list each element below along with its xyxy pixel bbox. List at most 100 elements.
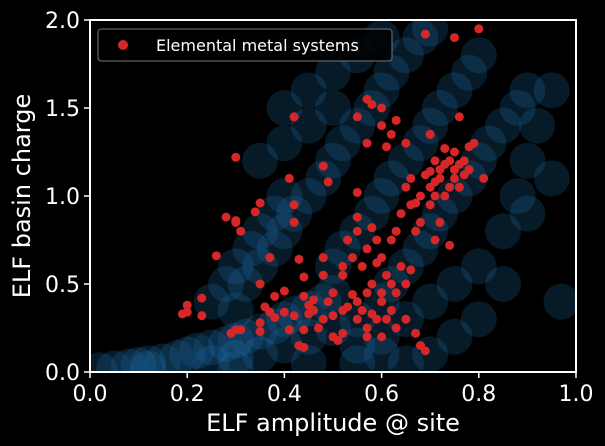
elemental-metal-point xyxy=(411,328,421,338)
bulk-system-point xyxy=(499,178,536,214)
elemental-metal-point xyxy=(294,254,304,264)
elemental-metal-point xyxy=(406,265,416,275)
elemental-metal-point xyxy=(411,198,421,208)
elemental-metal-point xyxy=(377,121,387,131)
elemental-metal-points xyxy=(177,24,489,356)
elemental-metal-point xyxy=(284,325,294,335)
bulk-system-point xyxy=(305,160,342,197)
elemental-metal-point xyxy=(197,293,207,303)
elemental-metal-point xyxy=(450,147,459,157)
bulk-system-point xyxy=(387,142,424,179)
elemental-metal-point xyxy=(381,314,391,324)
bulk-system-point xyxy=(499,90,536,126)
y-tick-label: 2.0 xyxy=(45,9,80,34)
elemental-metal-point xyxy=(474,24,484,34)
bulk-system-point xyxy=(373,160,410,197)
elemental-metal-point xyxy=(367,223,377,233)
x-tick-label: 0.6 xyxy=(364,382,399,407)
y-tick-label: 0.0 xyxy=(45,361,80,386)
elemental-metal-point xyxy=(464,165,474,175)
x-tick-label: 0.0 xyxy=(73,382,108,407)
elemental-metal-point xyxy=(352,187,362,197)
elemental-metal-point xyxy=(255,198,265,208)
elemental-metal-point xyxy=(377,297,387,307)
elemental-metal-point xyxy=(338,261,348,271)
elemental-metal-point xyxy=(270,291,280,301)
bulk-system-point xyxy=(217,248,254,285)
elemental-metal-point xyxy=(318,314,328,324)
bulk-system-point xyxy=(412,107,449,144)
bulk-system-point xyxy=(256,195,293,232)
bulk-system-point xyxy=(460,37,497,74)
elemental-metal-point xyxy=(386,129,396,139)
y-tick-label: 0.5 xyxy=(45,273,80,298)
elemental-metal-point xyxy=(435,173,445,183)
legend-marker xyxy=(118,40,128,50)
bulk-system-point xyxy=(90,352,118,372)
elemental-metal-point xyxy=(430,156,440,166)
elemental-metal-point xyxy=(304,300,314,310)
elemental-metal-point xyxy=(454,182,464,192)
elemental-metal-point xyxy=(372,235,382,245)
elemental-metal-point xyxy=(265,253,275,263)
elemental-metal-point xyxy=(255,318,265,328)
bulk-system-point xyxy=(363,178,400,214)
bulk-system-point xyxy=(460,248,497,285)
elemental-metal-point xyxy=(357,261,367,271)
bulk-system-point xyxy=(363,336,400,372)
elemental-metal-point xyxy=(226,328,236,338)
bulk-system-point xyxy=(509,195,546,232)
elemental-metal-point xyxy=(318,270,328,280)
elemental-metal-point xyxy=(454,112,464,122)
bulk-system-point xyxy=(120,346,157,372)
bulk-system-point xyxy=(519,107,556,144)
bulk-system-point xyxy=(412,283,449,320)
y-axis-label: ELF basin charge xyxy=(8,94,36,298)
elemental-metal-point xyxy=(323,297,333,307)
bulk-system-point xyxy=(178,332,215,369)
bulk-system-point xyxy=(290,72,327,109)
elemental-metal-point xyxy=(362,244,372,254)
elemental-metal-point xyxy=(328,288,338,298)
elemental-metal-point xyxy=(352,112,362,122)
bulk-system-point xyxy=(256,308,293,345)
elemental-metal-point xyxy=(401,138,411,148)
elemental-metal-point xyxy=(391,288,401,298)
elemental-metal-point xyxy=(279,286,289,296)
legend: Elemental metal systems xyxy=(97,28,393,62)
elemental-metal-point xyxy=(299,272,309,282)
bulk-system-point xyxy=(193,283,230,320)
bulk-system-point xyxy=(242,336,279,372)
elemental-metal-point xyxy=(479,173,489,183)
bulk-system-point xyxy=(470,125,507,162)
elemental-metal-point xyxy=(338,328,348,338)
elemental-metal-point xyxy=(391,323,401,333)
elemental-metal-point xyxy=(265,307,275,317)
bulk-system-point xyxy=(339,345,376,372)
bulk-system-point xyxy=(339,107,376,144)
elemental-metal-point xyxy=(415,217,425,227)
elemental-metal-point xyxy=(406,173,416,183)
bulk-system-point xyxy=(436,318,473,355)
elemental-metal-point xyxy=(347,253,357,263)
elemental-metal-point xyxy=(328,311,338,321)
elemental-metal-point xyxy=(450,173,459,183)
elemental-metal-point xyxy=(284,173,294,183)
bulk-system-point xyxy=(373,54,410,91)
bulk-system-point xyxy=(266,178,303,214)
elemental-metal-point xyxy=(367,99,377,109)
bulk-system-point xyxy=(353,195,390,232)
bulk-system-point xyxy=(110,348,147,372)
bulk-system-point xyxy=(290,107,327,144)
elemental-metal-point xyxy=(343,302,353,312)
elemental-metal-point xyxy=(425,200,435,210)
elemental-metal-point xyxy=(381,142,391,152)
elemental-metal-point xyxy=(352,297,362,307)
elemental-metal-point xyxy=(440,191,450,201)
bulk-system-point xyxy=(266,125,303,162)
elemental-metal-point xyxy=(391,115,401,125)
bulk-system-point xyxy=(130,350,167,372)
bulk-system-point xyxy=(276,195,313,232)
x-tick-label: 1.0 xyxy=(559,382,594,407)
elemental-metal-point xyxy=(362,323,372,333)
